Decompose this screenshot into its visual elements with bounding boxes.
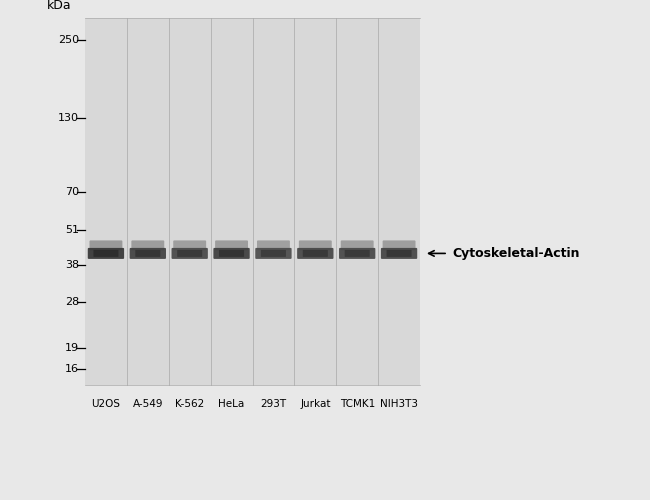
FancyBboxPatch shape xyxy=(219,250,244,257)
Text: U2OS: U2OS xyxy=(92,399,120,409)
Text: 130: 130 xyxy=(58,113,79,123)
FancyBboxPatch shape xyxy=(88,248,124,259)
Text: 250: 250 xyxy=(58,35,79,45)
Text: 16: 16 xyxy=(65,364,79,374)
FancyBboxPatch shape xyxy=(135,250,161,257)
FancyBboxPatch shape xyxy=(303,250,328,257)
Text: 38: 38 xyxy=(65,260,79,270)
Text: Cytoskeletal-Actin: Cytoskeletal-Actin xyxy=(452,247,580,260)
FancyBboxPatch shape xyxy=(341,240,374,250)
Text: TCMK1: TCMK1 xyxy=(339,399,375,409)
Text: Jurkat: Jurkat xyxy=(300,399,331,409)
Text: 19: 19 xyxy=(65,344,79,353)
FancyBboxPatch shape xyxy=(344,250,370,257)
FancyBboxPatch shape xyxy=(213,248,250,259)
FancyBboxPatch shape xyxy=(215,240,248,250)
FancyBboxPatch shape xyxy=(381,248,417,259)
FancyBboxPatch shape xyxy=(177,250,202,257)
FancyBboxPatch shape xyxy=(90,240,122,250)
FancyBboxPatch shape xyxy=(387,250,411,257)
FancyBboxPatch shape xyxy=(383,240,415,250)
FancyBboxPatch shape xyxy=(131,240,164,250)
FancyBboxPatch shape xyxy=(339,248,375,259)
FancyBboxPatch shape xyxy=(261,250,286,257)
FancyBboxPatch shape xyxy=(255,248,292,259)
Text: NIH3T3: NIH3T3 xyxy=(380,399,418,409)
Text: A-549: A-549 xyxy=(133,399,163,409)
Text: kDa: kDa xyxy=(47,0,72,12)
FancyBboxPatch shape xyxy=(257,240,290,250)
Text: K-562: K-562 xyxy=(175,399,204,409)
Text: 51: 51 xyxy=(65,225,79,235)
FancyBboxPatch shape xyxy=(129,248,166,259)
Text: HeLa: HeLa xyxy=(218,399,244,409)
Text: 70: 70 xyxy=(65,187,79,197)
FancyBboxPatch shape xyxy=(299,240,332,250)
FancyBboxPatch shape xyxy=(94,250,118,257)
FancyBboxPatch shape xyxy=(172,248,208,259)
Bar xyxy=(85,18,420,385)
FancyBboxPatch shape xyxy=(174,240,206,250)
Text: 293T: 293T xyxy=(261,399,287,409)
FancyBboxPatch shape xyxy=(297,248,333,259)
Text: 28: 28 xyxy=(65,297,79,307)
